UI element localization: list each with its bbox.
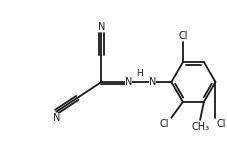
Text: N: N (148, 77, 156, 87)
Text: CH₃: CH₃ (191, 122, 209, 132)
Text: Cl: Cl (216, 119, 226, 129)
Text: N: N (125, 77, 132, 87)
Text: H: H (136, 69, 143, 78)
Text: Cl: Cl (160, 119, 169, 129)
Text: N: N (98, 22, 105, 33)
Text: N: N (53, 113, 60, 123)
Text: Cl: Cl (178, 31, 188, 41)
